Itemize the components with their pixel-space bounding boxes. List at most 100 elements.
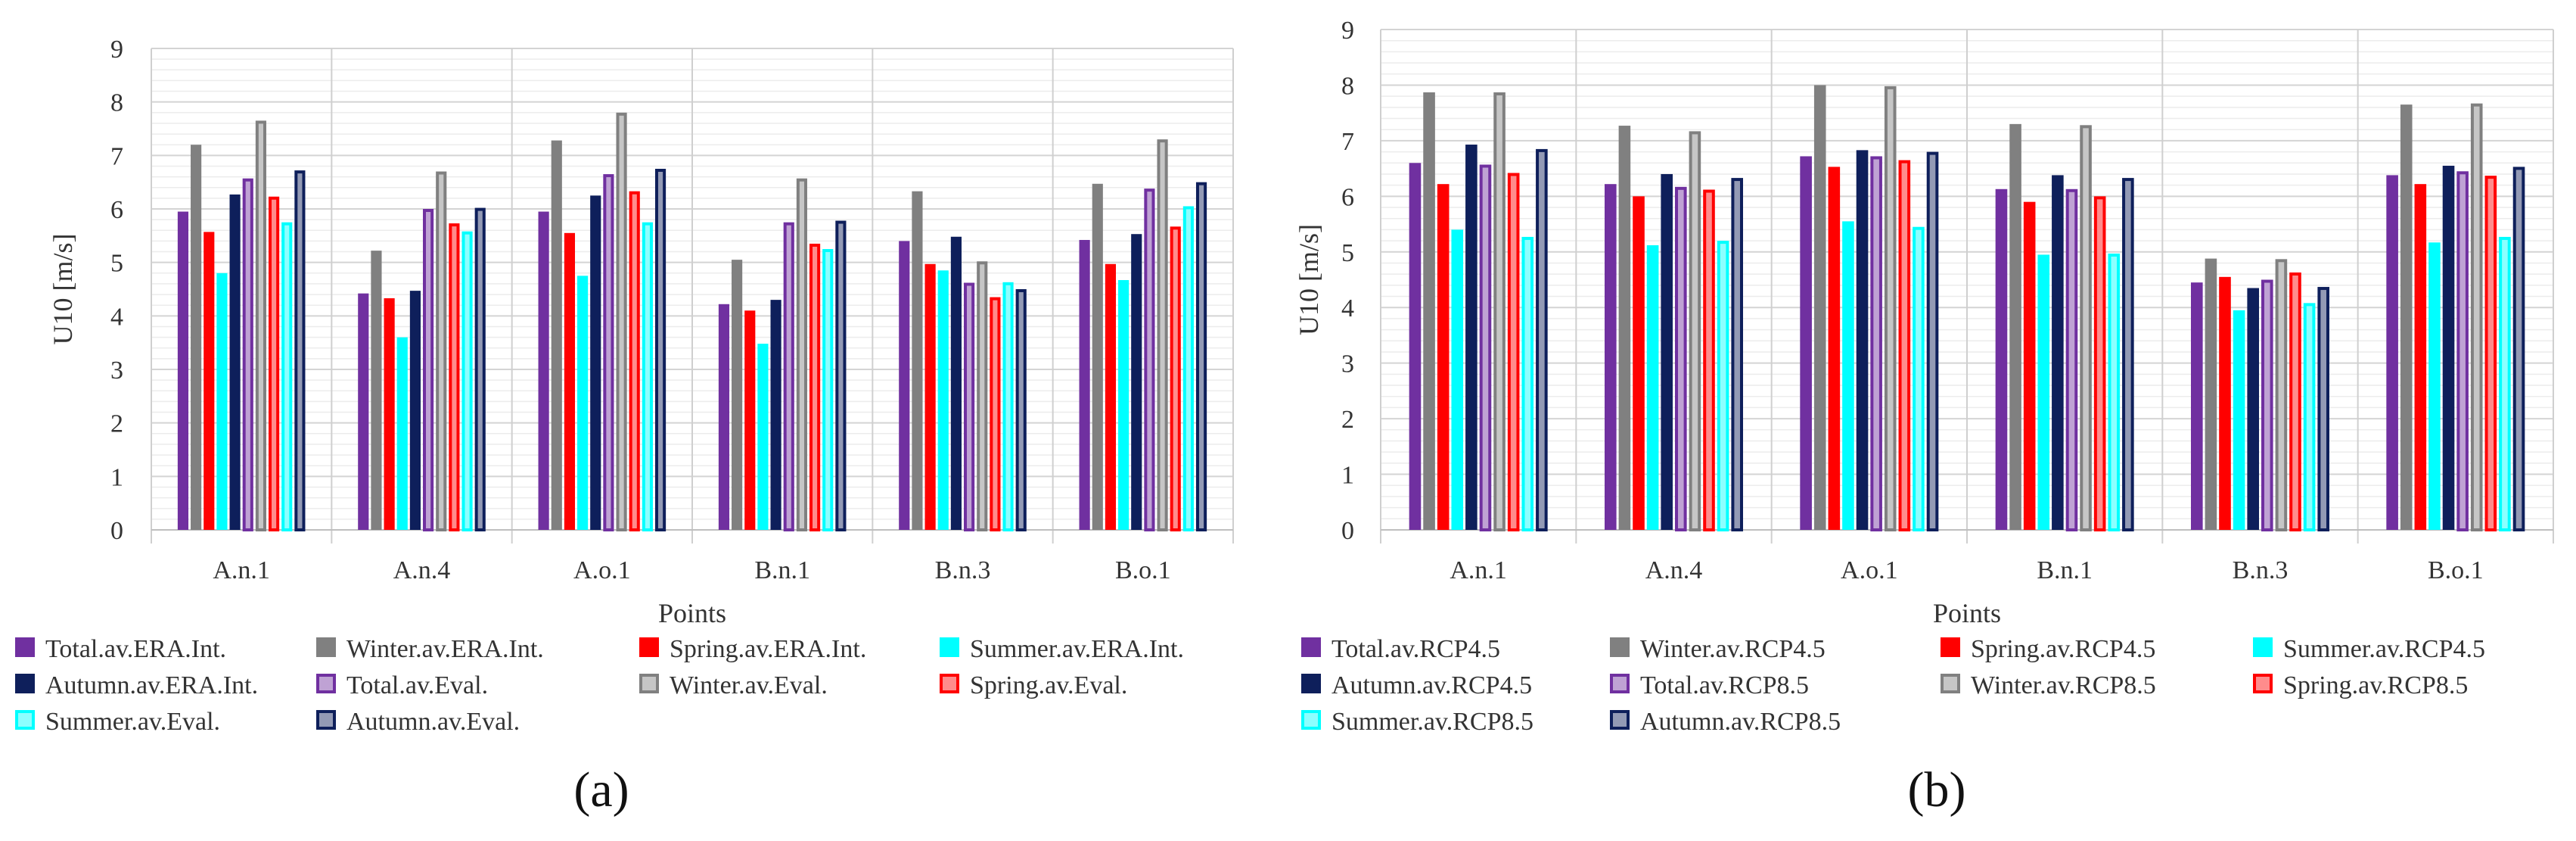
legend-swatch [15, 637, 35, 657]
legend-label: Autumn.av.RCP8.5 [1640, 708, 1841, 736]
legend-label: Summer.av.RCP4.5 [2283, 635, 2485, 663]
legend-swatch [639, 637, 659, 657]
bar [744, 310, 756, 530]
x-tick-label: B.n.1 [754, 556, 810, 584]
legend-label: Total.av.RCP4.5 [1332, 635, 1500, 663]
bar [1092, 183, 1103, 530]
bar [2400, 104, 2413, 530]
bar [2456, 171, 2469, 532]
y-tick-label: 1 [1341, 462, 1354, 490]
bar [1002, 282, 1014, 531]
legend-label: Spring.av.RCP4.5 [1971, 635, 2155, 663]
legend-label: Autumn.av.Eval. [346, 708, 520, 736]
legend-swatch [2253, 637, 2273, 657]
y-tick-label: 5 [1341, 239, 1354, 267]
y-tick-label: 9 [1341, 17, 1354, 45]
legend-swatch [940, 637, 959, 657]
bar [2289, 272, 2301, 531]
legend-label: Summer.av.RCP8.5 [1332, 708, 1533, 736]
x-axis-title: Points [658, 598, 726, 628]
bar [1689, 131, 1701, 532]
bar [2080, 125, 2092, 531]
legend-label: Winter.av.ERA.Int. [346, 635, 544, 663]
bar [2093, 196, 2106, 531]
bar [1131, 234, 1142, 530]
bar [2233, 310, 2245, 530]
bar [2247, 288, 2259, 530]
x-tick-label: B.o.1 [2428, 556, 2484, 584]
bar [1913, 226, 1925, 531]
bar [964, 282, 975, 531]
bar [1646, 245, 1659, 530]
legend-swatch [1610, 710, 1630, 730]
bar [2442, 165, 2455, 530]
bar [770, 300, 782, 530]
y-tick-label: 7 [1341, 128, 1354, 156]
y-tick-label: 2 [110, 410, 123, 438]
y-tick-label: 9 [110, 36, 123, 64]
chart-panel-a: 0 1 2 3 4 5 6 7 8 9 A.n.1 A.n.4 A.o.1 B.n.1 B.n.3 B.o.1… [15, 36, 1234, 818]
bar [822, 249, 834, 531]
bar [1813, 85, 1826, 530]
legend-swatch [316, 637, 336, 657]
bar [1703, 189, 1715, 532]
bar [1605, 184, 1617, 531]
x-tick-label: A.o.1 [1841, 556, 1898, 584]
bar [2317, 287, 2329, 531]
bar [423, 209, 434, 531]
bar [1842, 221, 1854, 530]
bar [2037, 254, 2050, 530]
panel-label: (a) [573, 762, 629, 818]
bar [2009, 123, 2021, 530]
x-tick-label: B.o.1 [1115, 556, 1171, 584]
y-tick-label: 1 [110, 463, 123, 491]
bar [2122, 178, 2134, 531]
bar [1995, 188, 2008, 530]
bar [204, 232, 215, 530]
bar [1731, 178, 1743, 531]
y-tick-label: 3 [110, 357, 123, 385]
y-tick-label: 6 [1341, 183, 1354, 211]
bar [564, 232, 576, 530]
legend-label: Autumn.av.RCP4.5 [1332, 671, 1532, 699]
bar [1717, 241, 1729, 531]
legend-label: Spring.av.Eval. [970, 671, 1127, 699]
bar [1451, 229, 1464, 530]
x-tick-label: B.n.3 [2233, 556, 2289, 584]
bar [2386, 175, 2398, 530]
y-tick-label: 2 [1341, 406, 1354, 434]
legend-swatch [2253, 674, 2273, 693]
bar [629, 191, 640, 531]
bar [358, 293, 369, 530]
bar [809, 243, 821, 531]
bar [1079, 239, 1090, 530]
bar [1633, 196, 1645, 530]
y-tick-label: 5 [110, 250, 123, 278]
bar [937, 270, 949, 530]
bar [977, 261, 988, 531]
bar [538, 211, 549, 530]
bar [796, 178, 807, 531]
bar [177, 211, 189, 530]
bar [449, 223, 460, 531]
y-tick-label: 8 [110, 89, 123, 117]
bar [216, 273, 228, 530]
legend-swatch [1941, 674, 1960, 693]
bar [577, 276, 589, 530]
bar [757, 344, 769, 530]
bar [950, 236, 962, 530]
legend-swatch [1301, 637, 1321, 657]
bar [371, 251, 382, 530]
legend-label: Autumn.av.ERA.Int. [45, 671, 258, 699]
bar [242, 178, 253, 531]
x-tick-label: A.n.1 [1450, 556, 1507, 584]
bar [1437, 184, 1450, 531]
bar [1856, 150, 1869, 530]
bar [1144, 188, 1155, 531]
bar [2052, 175, 2064, 530]
bar [1507, 173, 1520, 531]
bar [642, 222, 653, 531]
y-tick-label: 6 [110, 196, 123, 224]
bar [1800, 156, 1812, 530]
